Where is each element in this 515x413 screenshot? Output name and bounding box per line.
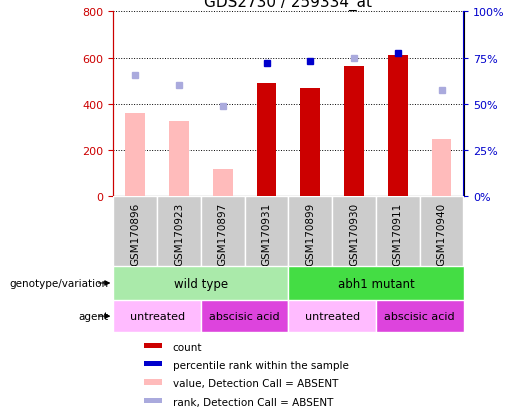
Bar [157,197,201,266]
Bar [169,122,189,197]
Bar [420,197,464,266]
Bar [344,66,364,197]
Text: abh1 mutant: abh1 mutant [337,277,415,290]
Bar [144,361,162,366]
Bar [201,300,288,332]
Bar [288,300,376,332]
Text: untreated: untreated [304,311,360,321]
Bar [144,380,162,385]
Bar [388,56,408,197]
Text: GSM170931: GSM170931 [262,202,271,266]
Text: count: count [173,342,202,352]
Text: wild type: wild type [174,277,228,290]
Title: GDS2730 / 259334_at: GDS2730 / 259334_at [204,0,372,11]
Bar [113,266,288,300]
Bar [125,114,145,197]
Bar [144,343,162,349]
Bar [288,266,464,300]
Bar [376,300,464,332]
Bar [288,197,332,266]
Text: value, Detection Call = ABSENT: value, Detection Call = ABSENT [173,378,338,388]
Text: abscisic acid: abscisic acid [384,311,455,321]
Text: GSM170899: GSM170899 [305,202,315,266]
Text: abscisic acid: abscisic acid [209,311,280,321]
Bar [245,197,288,266]
Text: GSM170896: GSM170896 [130,202,140,266]
Bar [376,197,420,266]
Text: GSM170897: GSM170897 [218,202,228,266]
Text: percentile rank within the sample: percentile rank within the sample [173,360,349,370]
Bar [300,88,320,197]
Text: agent: agent [78,311,108,321]
Bar [113,197,157,266]
Text: rank, Detection Call = ABSENT: rank, Detection Call = ABSENT [173,397,333,407]
Text: untreated: untreated [129,311,185,321]
Bar [432,139,452,197]
Bar [113,300,201,332]
Text: GSM170911: GSM170911 [393,202,403,266]
Text: GSM170923: GSM170923 [174,202,184,266]
Bar [201,197,245,266]
Bar [213,169,233,197]
Text: GSM170930: GSM170930 [349,202,359,266]
Bar [332,197,376,266]
Text: GSM170940: GSM170940 [437,202,447,266]
Text: genotype/variation: genotype/variation [9,278,108,288]
Bar [256,84,277,197]
Bar [144,398,162,403]
